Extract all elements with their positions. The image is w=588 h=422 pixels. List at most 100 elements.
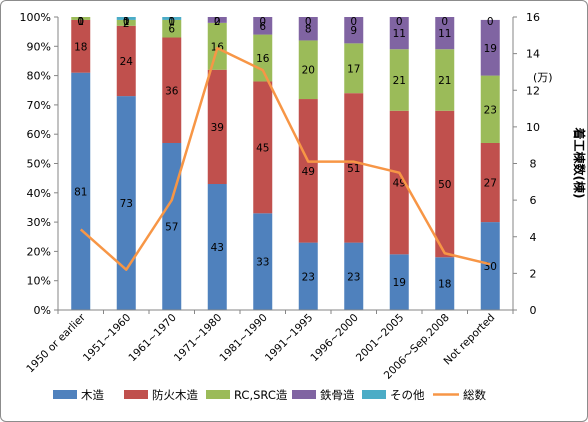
right-tick-label: 2 [530, 267, 537, 280]
bar-segment [435, 110, 455, 258]
data-label: 0 [441, 16, 448, 28]
bar-segment [435, 49, 455, 111]
bar-segment [344, 17, 364, 44]
left-axis-ticks: 0% 10% 20% 30% 40% 50% 60% 70% 80% 90% 100% [20, 11, 58, 317]
legend-label: 総数 [463, 388, 486, 402]
legend-swatch [362, 390, 386, 399]
bar-segment [207, 69, 227, 185]
bar-segment [162, 37, 182, 143]
category-label: 1981~1990 [217, 312, 270, 365]
left-tick-label: 70% [27, 99, 51, 112]
right-axis-unit: (万) [533, 71, 553, 84]
bar-segment [389, 110, 409, 255]
legend-swatch [53, 390, 77, 399]
bars-layer [71, 17, 500, 310]
left-tick-label: 30% [27, 216, 51, 229]
data-label: 1 [77, 16, 84, 28]
bar-segment [253, 17, 273, 35]
right-tick-label: 14 [526, 48, 540, 61]
data-labels-layer: 8118100732420157366014339162033451660234… [74, 16, 497, 291]
bar-segment [116, 17, 136, 20]
data-label: 17 [347, 63, 360, 75]
data-label: 9 [350, 25, 357, 37]
legend-label: その他 [390, 388, 425, 402]
data-label: 19 [484, 43, 497, 55]
legend-label: 木造 [81, 388, 104, 402]
category-labels: 1950 or earlier1951~19601961~19701971~19… [24, 310, 514, 382]
category-label: 1950 or earlier [24, 311, 88, 375]
left-tick-label: 60% [27, 128, 51, 141]
data-label: 21 [438, 75, 451, 87]
legend-swatch [292, 390, 316, 399]
bar-segment [162, 19, 182, 38]
data-label: 6 [168, 24, 175, 36]
left-tick-label: 10% [27, 275, 51, 288]
data-label: 18 [74, 41, 87, 53]
data-label: 43 [211, 242, 224, 254]
data-label: 0 [168, 16, 175, 28]
bar-segment [480, 142, 500, 223]
data-label: 51 [347, 163, 360, 175]
data-label: 8 [305, 24, 312, 36]
bar-segment [71, 17, 91, 20]
legend-swatch [124, 390, 148, 399]
data-label: 1 [123, 16, 130, 28]
right-tick-label: 10 [526, 121, 540, 134]
total-line-layer [79, 46, 491, 271]
data-label: 1 [168, 16, 175, 28]
data-label: 19 [393, 277, 406, 289]
legend-label: RC,SRC造 [234, 388, 288, 402]
legend-label: 鉄骨造 [320, 388, 355, 402]
category-label: 1996~2000 [308, 312, 361, 365]
bar-segment [253, 213, 273, 310]
data-label: 0 [77, 16, 84, 28]
data-label: 6 [259, 21, 266, 33]
category-label: 1971~1980 [172, 312, 225, 365]
data-label: 73 [120, 198, 133, 210]
data-label: 24 [120, 56, 134, 68]
data-label: 27 [484, 178, 497, 190]
bar-segment [116, 25, 136, 97]
data-label: 0 [123, 16, 130, 28]
bar-segment [116, 96, 136, 310]
bar-segment [480, 75, 500, 143]
data-label: 0 [259, 16, 266, 28]
data-label: 23 [347, 271, 360, 283]
bar-segment [71, 19, 91, 73]
data-label: 0 [305, 16, 312, 28]
bar-segment [207, 22, 227, 70]
left-tick-label: 0% [34, 304, 51, 317]
bar-segment [207, 17, 227, 23]
left-tick-label: 100% [20, 11, 51, 24]
bar-segment [298, 99, 318, 243]
legend: 木造 防火木造 RC,SRC造 鉄骨造 その他 総数 [53, 388, 486, 402]
left-tick-label: 90% [27, 40, 51, 53]
right-tick-label: 12 [526, 84, 540, 97]
right-tick-label: 0 [530, 304, 537, 317]
data-label: 57 [165, 221, 178, 233]
category-label: 1951~1960 [81, 312, 134, 365]
data-label: 0 [77, 16, 84, 28]
left-tick-label: 50% [27, 158, 51, 171]
bar-segment [298, 40, 318, 100]
bar-segment [344, 242, 364, 310]
data-label: 0 [396, 16, 403, 28]
data-label: 36 [165, 85, 179, 97]
data-label: 21 [393, 75, 406, 87]
bar-segment [71, 72, 91, 310]
right-tick-label: 8 [530, 158, 537, 171]
data-label: 23 [484, 104, 497, 116]
data-label: 18 [438, 279, 451, 291]
data-label: 49 [302, 166, 315, 178]
data-label: 81 [74, 186, 87, 198]
data-label: 50 [438, 179, 451, 191]
bar-segment [435, 257, 455, 310]
bar-segment [344, 93, 364, 243]
bar-segment [435, 17, 455, 50]
bar-segment [298, 242, 318, 310]
data-label: 2 [214, 16, 221, 28]
bar-segment [344, 43, 364, 94]
bar-segment [116, 19, 136, 26]
data-label: 23 [302, 271, 315, 283]
data-label: 11 [438, 28, 451, 40]
